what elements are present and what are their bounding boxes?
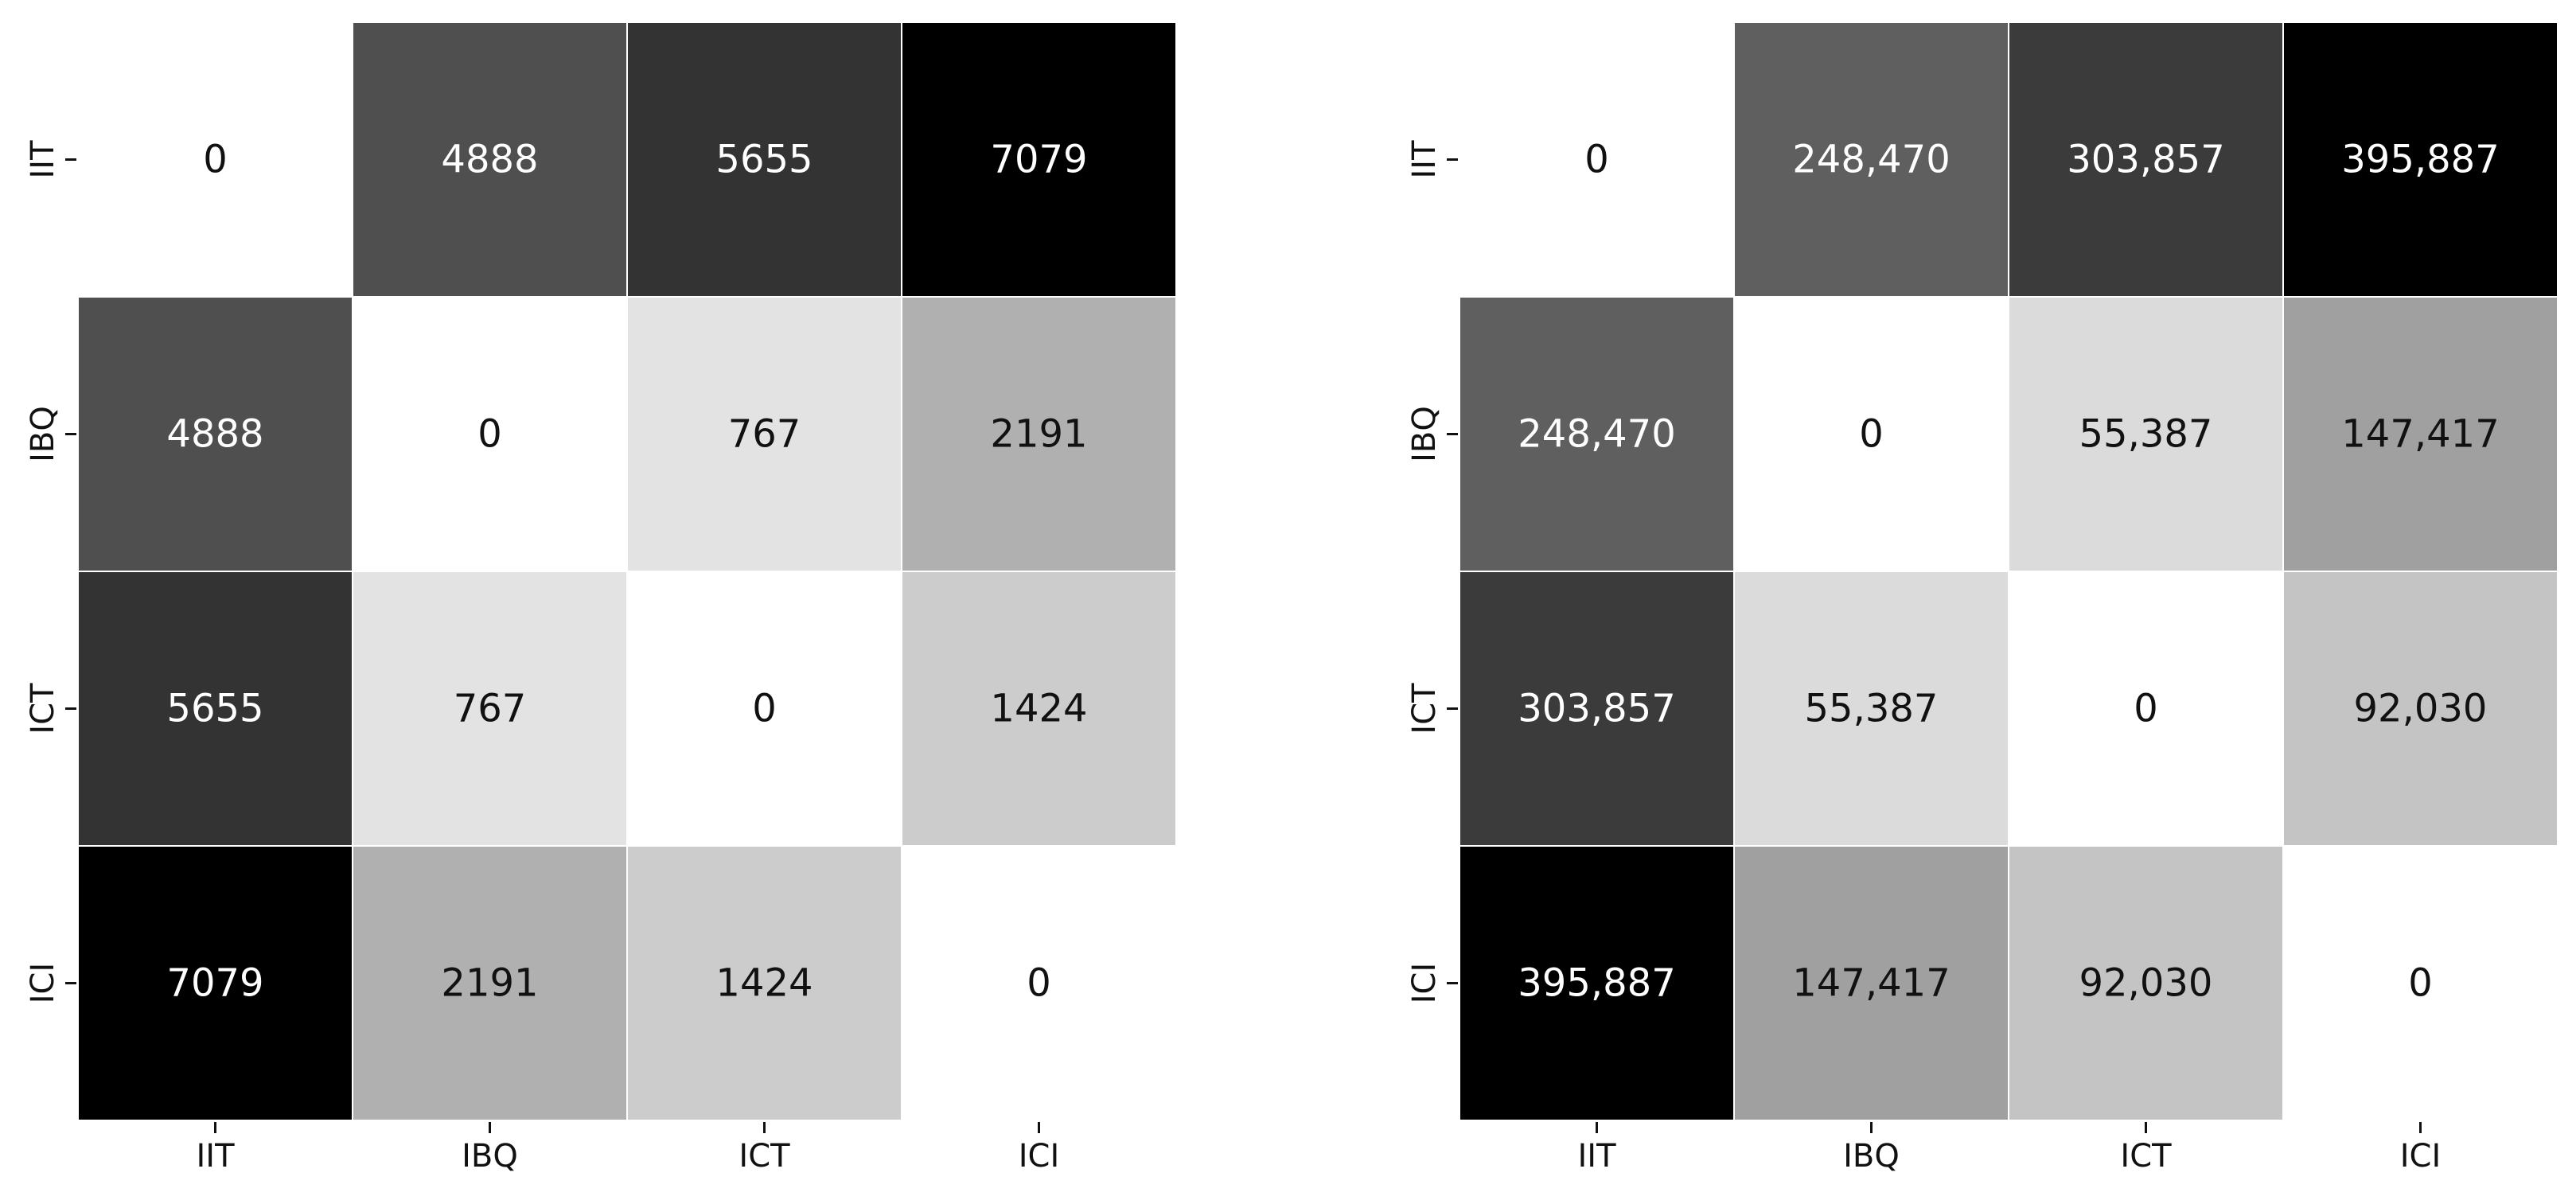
cell-value-label: 0	[2134, 687, 2158, 731]
heatmap-cell	[901, 571, 1177, 847]
heatmap-cell	[626, 845, 902, 1121]
x-tick-label: ICT	[739, 1138, 790, 1175]
heatmap-cell	[2008, 845, 2284, 1121]
cell-value-label: 5655	[715, 138, 813, 182]
heatmap-cell	[2008, 21, 2284, 298]
heatmap-cell	[626, 296, 902, 572]
cell-value-label: 0	[1027, 961, 1051, 1006]
cell-value-label: 303,857	[2067, 138, 2225, 182]
cell-value-label: 147,417	[2341, 412, 2500, 457]
heatmap-cell	[901, 296, 1177, 572]
cell-value-label: 395,887	[2341, 138, 2500, 182]
y-tick-label: IBQ	[25, 406, 61, 462]
y-tick-label: IBQ	[1406, 406, 1443, 462]
cell-value-label: 0	[477, 412, 502, 457]
cell-value-label: 4888	[166, 412, 263, 457]
y-tick-label: ICT	[1406, 683, 1443, 734]
cell-value-label: 248,470	[1518, 412, 1676, 457]
y-tick-label: ICT	[25, 683, 61, 734]
cell-value-label: 395,887	[1518, 961, 1676, 1006]
heatmap-cell	[2282, 296, 2558, 572]
heatmap-cell	[352, 21, 628, 298]
cell-value-label: 303,857	[1518, 687, 1676, 731]
x-tick-label: ICI	[1019, 1138, 1060, 1175]
heatmap-cell	[2282, 845, 2558, 1121]
heatmap-cell	[1459, 21, 1735, 298]
cell-value-label: 92,030	[2354, 687, 2488, 731]
x-tick-label: IIT	[196, 1138, 235, 1175]
cell-value-label: 0	[203, 138, 228, 182]
heatmap-cell	[1733, 21, 2009, 298]
x-tick-label: IBQ	[1843, 1138, 1900, 1175]
heatmap-cell	[77, 21, 353, 298]
cell-value-label: 2191	[990, 412, 1087, 457]
heatmap-cell	[352, 845, 628, 1121]
cell-value-label: 147,417	[1792, 961, 1951, 1006]
cell-value-label: 248,470	[1792, 138, 1951, 182]
cell-value-label: 5655	[166, 687, 263, 731]
heatmap-cell	[1733, 845, 2009, 1121]
cell-value-label: 55,387	[1805, 687, 1939, 731]
x-tick-label: IIT	[1577, 1138, 1616, 1175]
heatmap-cell	[901, 21, 1177, 298]
heatmap-cell	[1459, 845, 1735, 1121]
heatmap-cell	[626, 21, 902, 298]
heatmap-cell	[1459, 296, 1735, 572]
cell-value-label: 0	[1859, 412, 1884, 457]
heatmap-cell	[2008, 571, 2284, 847]
cell-value-label: 0	[2408, 961, 2433, 1006]
cell-value-label: 2191	[441, 961, 538, 1006]
heatmap-cell	[2282, 21, 2558, 298]
heatmap-right: 0 248,470 303,857 395,887 248,470 0 55,387 147,…	[1406, 21, 2558, 1175]
cell-value-label: 767	[728, 412, 801, 457]
cell-value-label: 7079	[166, 961, 263, 1006]
cell-value-label: 0	[752, 687, 777, 731]
y-tick-label: IIT	[1406, 140, 1443, 179]
x-tick-label: ICT	[2120, 1138, 2172, 1175]
heatmap-cell	[352, 296, 628, 572]
heatmap-cell	[1459, 571, 1735, 847]
y-tick-label: ICI	[25, 963, 61, 1004]
x-tick-label: IBQ	[462, 1138, 518, 1175]
cell-value-label: 1424	[715, 961, 813, 1006]
cell-value-label: 4888	[441, 138, 538, 182]
cell-value-label: 92,030	[2079, 961, 2213, 1006]
heatmap-left: 0 4888 5655 7079 4888 0 767 2191 5655 767 0 1424 707…	[25, 21, 1177, 1175]
cell-value-label: 55,387	[2079, 412, 2213, 457]
x-tick-label: ICI	[2400, 1138, 2442, 1175]
heatmap-cell	[77, 296, 353, 572]
heatmap-cell	[1733, 571, 2009, 847]
cell-value-label: 0	[1584, 138, 1609, 182]
y-tick-label: IIT	[25, 140, 61, 179]
heatmap-cell	[901, 845, 1177, 1121]
heatmap-cell	[77, 845, 353, 1121]
cell-value-label: 7079	[990, 138, 1087, 182]
cell-value-label: 1424	[990, 687, 1087, 731]
y-tick-label: ICI	[1406, 963, 1443, 1004]
heatmap-cell	[2008, 296, 2284, 572]
heatmap-cell	[352, 571, 628, 847]
cell-value-label: 767	[454, 687, 527, 731]
